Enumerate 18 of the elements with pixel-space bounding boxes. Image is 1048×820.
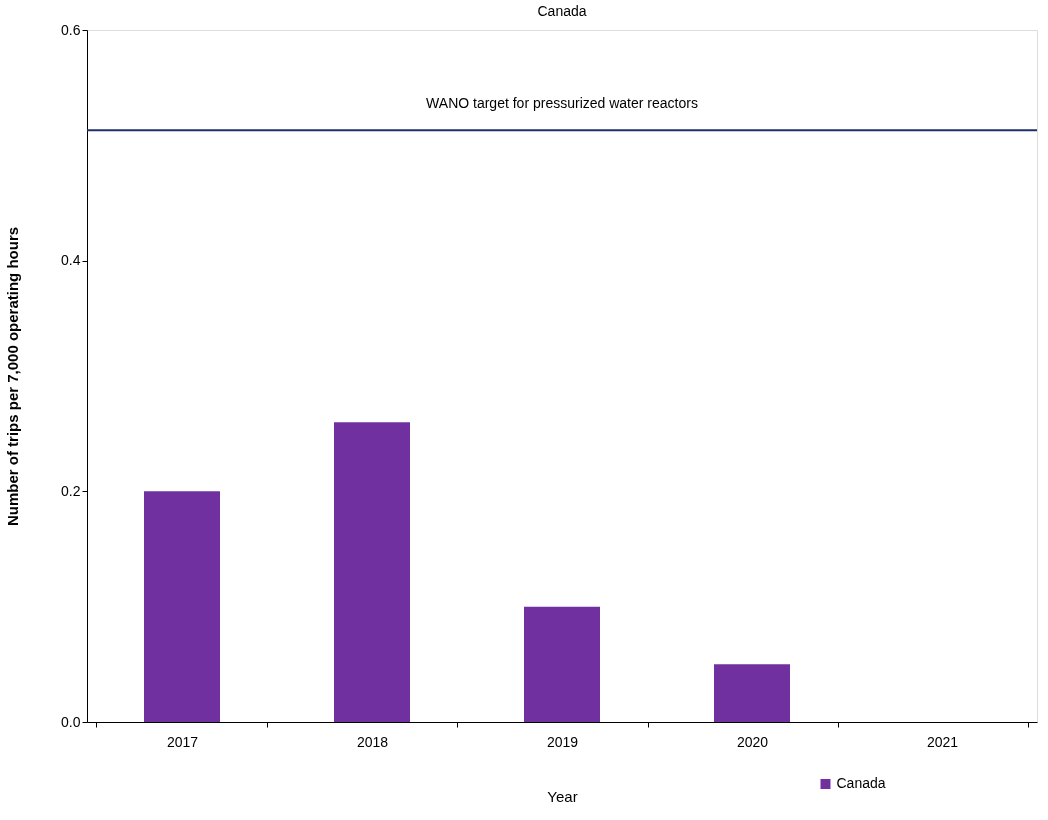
x-axis-title: Year	[547, 787, 578, 805]
ref-line-label: WANO target for pressurized water reactors	[426, 95, 698, 112]
x-tick-label: 2017	[166, 733, 199, 750]
x-tick-label: 2019	[546, 733, 579, 750]
chart-title: Canada	[537, 3, 587, 19]
y-tick-label: 0.2	[61, 482, 81, 499]
x-tick-label: 2021	[926, 733, 959, 750]
legend-label: Canada	[836, 775, 886, 791]
x-tick-label: 2020	[736, 733, 769, 750]
bar	[714, 664, 790, 722]
y-tick-label: 0.0	[61, 713, 81, 730]
y-tick-label: 0.6	[61, 21, 81, 38]
bar	[144, 491, 220, 722]
bar	[334, 422, 410, 722]
bar	[524, 606, 600, 722]
y-axis-title: Number of trips per 7,000 operating hours	[4, 226, 22, 527]
x-tick-label: 2018	[356, 733, 389, 750]
y-tick-label: 0.4	[61, 252, 81, 269]
